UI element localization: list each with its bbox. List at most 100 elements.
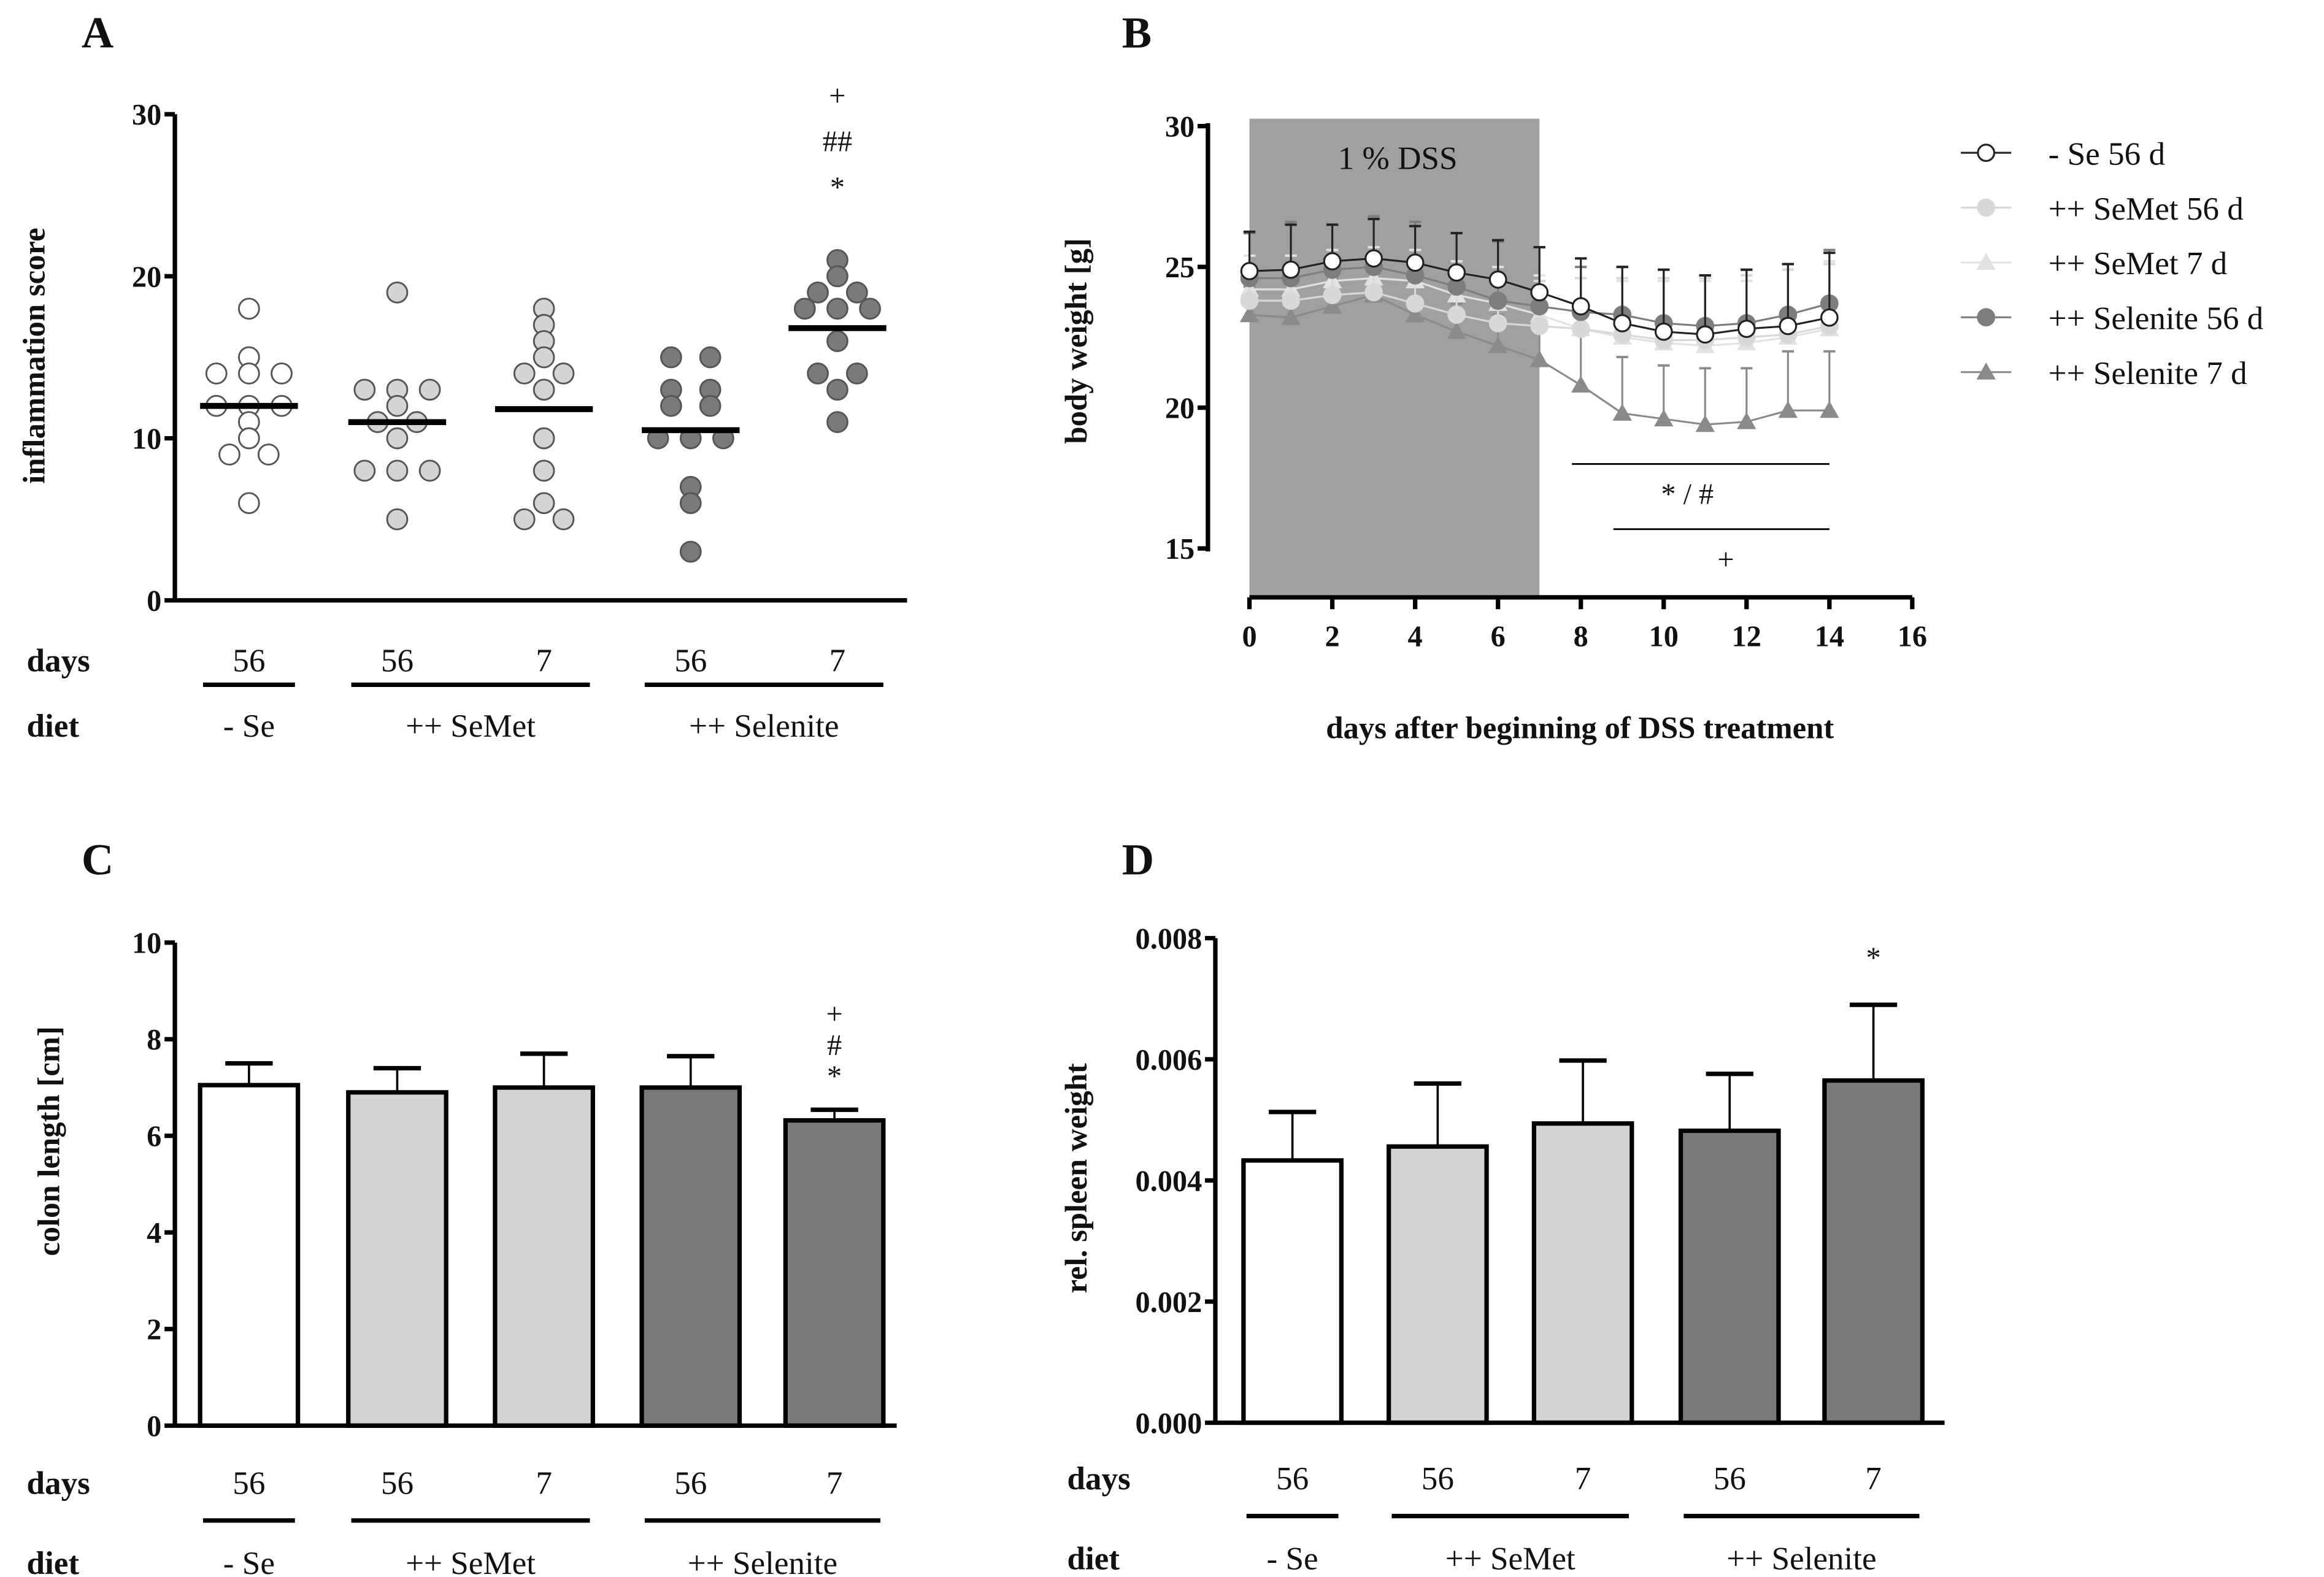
y-tick-label: 20 [132,261,161,293]
x-tick-label: 6 [1491,621,1506,653]
days-label: 56 [1714,1461,1746,1497]
x-tick-label: 4 [1408,621,1423,653]
data-point [679,540,702,563]
significance-annotation: * [1866,942,1881,975]
y-tick-label: 30 [132,99,161,131]
y-tick-label: 2 [147,1314,161,1346]
row-label-days: days [26,1465,90,1501]
days-label: 7 [536,643,552,679]
data-point [1696,325,1715,344]
x-tick-label: 0 [1242,621,1256,653]
y-tick-label: 10 [132,423,161,455]
diet-label: ++ SeMet [406,708,536,744]
bar [639,1085,742,1428]
data-point [1488,291,1507,310]
data-point [807,281,829,304]
days-label: 7 [829,643,846,679]
data-point [1571,320,1590,338]
data-point [826,330,848,352]
days-label: 56 [1276,1461,1309,1497]
data-point [1282,291,1300,310]
x-tick-label: 16 [1898,621,1927,653]
legend: - Se 56 d ++ SeMet 56 d ++ SeMet 7 d ++ Sel… [1961,136,2263,391]
significance-annotation: * [830,172,845,204]
data-point [1530,283,1549,302]
days-label: 7 [1575,1461,1591,1497]
legend-marker-icon [1977,308,1996,327]
data-point [1405,305,1425,323]
data-point [218,443,240,466]
data-point [1612,404,1632,421]
data-point [826,378,848,401]
y-tick-label: 15 [1165,533,1195,566]
days-label: 56 [674,1465,707,1501]
diet-label: ++ SeMet [406,1546,536,1577]
data-point [386,394,409,417]
data-point [793,297,816,320]
data-point [1530,317,1549,336]
days-label: 56 [674,643,707,679]
data-point [1406,253,1425,272]
data-point [826,265,848,288]
legend-label: ++ SeMet 7 d [2049,246,2228,282]
legend-label: ++ SeMet 56 d [2049,191,2244,227]
data-point [1778,401,1798,418]
data-point [826,411,848,434]
x-tick-label: 2 [1325,621,1339,653]
data-point [1779,317,1798,336]
dss-shaded-region [1249,118,1540,597]
series--se-56-d [1240,218,1839,344]
data-point [1323,286,1342,304]
bar [1386,1144,1489,1425]
significance-annotation: * [827,1061,842,1093]
y-axis-label: body weight [g] [1059,238,1093,443]
data-point [271,363,293,385]
diet-label: - Se [223,1546,275,1577]
row-label-diet: diet [26,708,79,744]
significance-annotation: + [829,80,845,112]
data-point [533,378,555,401]
bar [1241,1158,1344,1425]
days-label: 7 [826,1465,843,1501]
row-label-days: days [1067,1461,1130,1497]
diet-label: ++ Selenite [688,1546,837,1577]
data-point [1820,401,1839,418]
data-point [552,508,575,531]
y-tick-label: 4 [147,1217,161,1249]
data-point [205,363,228,385]
x-axis-label: days after beginning of DSS treatment [1326,710,1834,745]
data-point [1322,296,1342,314]
data-point [1695,415,1715,432]
data-point [1571,375,1591,393]
data-point [237,427,260,450]
y-axis-label: inflammation score [17,228,51,483]
diet-label: ++ Selenite [689,708,839,744]
data-point [513,363,536,385]
data-point [1529,350,1549,367]
data-point [386,281,409,304]
data-point [699,394,721,417]
data-point [386,459,409,482]
data-point [1447,305,1466,324]
panel-label-d: D [1122,835,1154,884]
data-point [1654,409,1674,427]
data-point [353,378,376,401]
bar [198,1083,301,1428]
legend-marker-icon [1976,362,1996,380]
data-point [1820,308,1839,327]
data-point [845,281,868,304]
data-point [699,346,721,369]
data-point [237,297,260,320]
x-tick-label: 8 [1574,621,1588,653]
y-tick-label: 8 [147,1024,161,1056]
data-point [1281,308,1301,325]
data-point [859,297,881,320]
data-point [237,363,260,385]
panel-d: D 0.000 0.002 0.004 0.006 0.008 rel. spleen w… [1059,835,1945,1577]
data-point [1364,249,1383,268]
bar [1531,1121,1634,1425]
data-point [533,427,555,450]
row-label-diet: diet [26,1546,79,1577]
data-point [1240,262,1259,280]
